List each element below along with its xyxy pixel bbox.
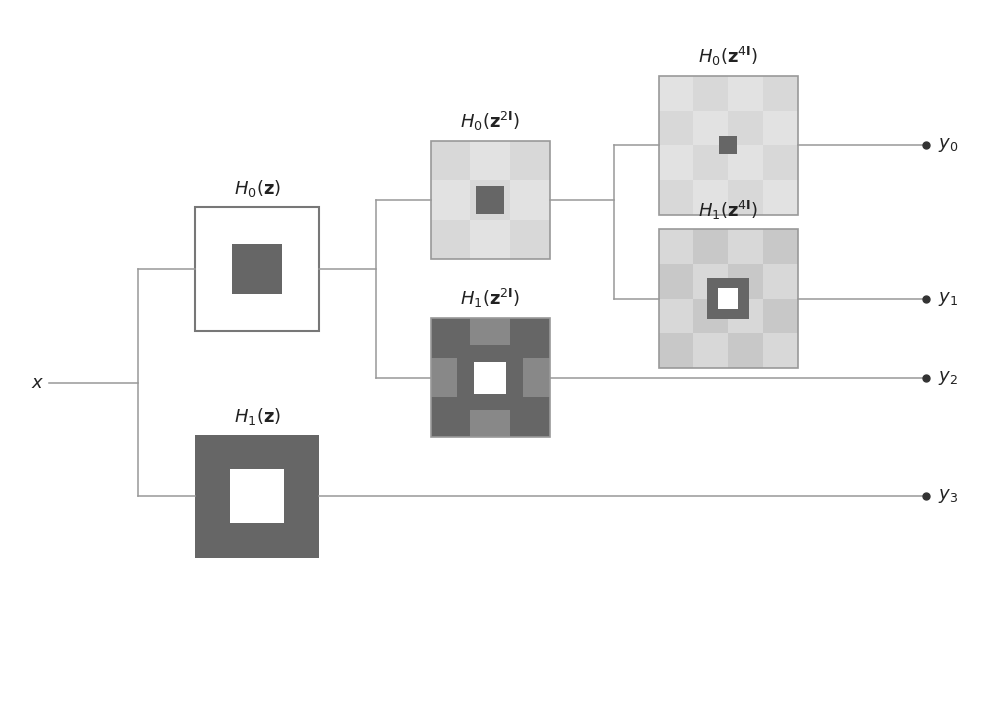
Bar: [457, 345, 523, 411]
Bar: [693, 229, 728, 264]
Bar: [431, 318, 470, 358]
Bar: [659, 229, 798, 368]
Bar: [693, 77, 728, 111]
Bar: [693, 111, 728, 146]
Text: $x$: $x$: [31, 373, 44, 392]
Bar: [763, 111, 798, 146]
Bar: [431, 141, 470, 180]
Bar: [476, 186, 504, 214]
Bar: [693, 180, 728, 214]
Bar: [728, 111, 763, 146]
Bar: [693, 299, 728, 333]
Bar: [728, 333, 763, 368]
Bar: [763, 77, 798, 111]
Bar: [659, 180, 693, 214]
Bar: [763, 264, 798, 299]
Bar: [470, 318, 510, 358]
Bar: [693, 146, 728, 180]
Bar: [470, 358, 510, 397]
Text: $y_0$: $y_0$: [938, 136, 959, 155]
Text: $H_0(\mathbf{z}^{2\mathbf{I}})$: $H_0(\mathbf{z}^{2\mathbf{I}})$: [460, 110, 520, 133]
Text: $y_3$: $y_3$: [938, 487, 958, 505]
Bar: [763, 333, 798, 368]
Bar: [763, 146, 798, 180]
Bar: [659, 146, 693, 180]
Bar: [470, 219, 510, 259]
Text: $y_1$: $y_1$: [938, 290, 958, 308]
Bar: [431, 397, 470, 437]
Bar: [510, 358, 550, 397]
Bar: [431, 318, 550, 437]
Bar: [195, 207, 319, 330]
Text: $H_0(\mathbf{z})$: $H_0(\mathbf{z})$: [234, 179, 281, 200]
Bar: [659, 299, 693, 333]
Bar: [659, 77, 798, 214]
Bar: [693, 264, 728, 299]
Text: $H_1(\mathbf{z}^{4\mathbf{I}})$: $H_1(\mathbf{z}^{4\mathbf{I}})$: [698, 198, 758, 221]
Bar: [470, 397, 510, 437]
Bar: [431, 219, 470, 259]
Bar: [431, 141, 550, 259]
Bar: [659, 229, 693, 264]
Text: $y_2$: $y_2$: [938, 368, 958, 387]
Bar: [510, 397, 550, 437]
Bar: [659, 111, 693, 146]
Bar: [232, 244, 282, 294]
Bar: [470, 141, 510, 180]
Bar: [195, 434, 319, 558]
Bar: [763, 229, 798, 264]
Bar: [659, 264, 693, 299]
Text: $H_1(\mathbf{z})$: $H_1(\mathbf{z})$: [234, 406, 281, 427]
Bar: [659, 77, 693, 111]
Bar: [728, 146, 763, 180]
Bar: [763, 180, 798, 214]
Text: $H_1(\mathbf{z}^{2\mathbf{I}})$: $H_1(\mathbf{z}^{2\mathbf{I}})$: [460, 288, 520, 311]
Text: $H_0(\mathbf{z}^{4\mathbf{I}})$: $H_0(\mathbf{z}^{4\mathbf{I}})$: [698, 45, 758, 68]
Bar: [510, 318, 550, 358]
Bar: [659, 333, 693, 368]
Bar: [707, 278, 749, 319]
Bar: [763, 299, 798, 333]
Bar: [728, 299, 763, 333]
Bar: [728, 180, 763, 214]
Bar: [719, 136, 737, 155]
Bar: [728, 264, 763, 299]
Bar: [718, 288, 738, 309]
Bar: [510, 180, 550, 219]
Bar: [510, 219, 550, 259]
Bar: [431, 358, 470, 397]
Bar: [230, 469, 284, 524]
Bar: [693, 333, 728, 368]
Bar: [470, 180, 510, 219]
Bar: [728, 77, 763, 111]
Bar: [474, 361, 506, 394]
Bar: [728, 229, 763, 264]
Bar: [510, 141, 550, 180]
Bar: [431, 180, 470, 219]
